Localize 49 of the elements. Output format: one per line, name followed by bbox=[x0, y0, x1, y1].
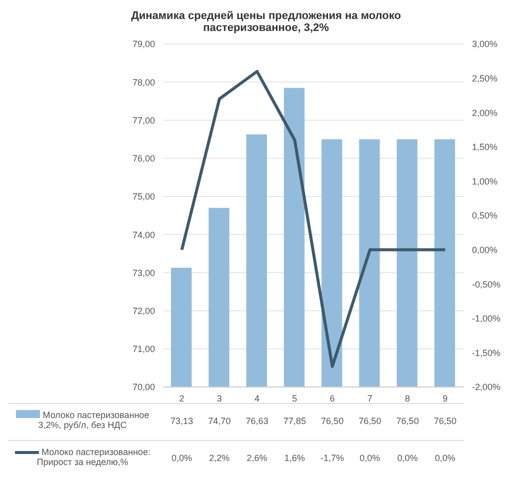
y2-tick-label: 1,50% bbox=[472, 142, 498, 152]
x-tick-label: 6 bbox=[330, 393, 335, 404]
data-label: 1,6% bbox=[284, 453, 305, 463]
x-tick-label: 5 bbox=[292, 393, 298, 404]
line-series bbox=[180, 70, 447, 368]
data-label: 76,50 bbox=[321, 416, 344, 426]
y2-tick-label: 0,00% bbox=[472, 244, 498, 255]
y2-tick-label: -2,00% bbox=[472, 382, 501, 392]
y-tick-label: 73,00 bbox=[132, 268, 155, 278]
y-tick-label: 79,00 bbox=[132, 39, 155, 50]
y2-tick-label: 1,00% bbox=[472, 176, 498, 186]
y2-tick-label: -1,50% bbox=[472, 348, 501, 358]
y-tick-label: 75,00 bbox=[132, 192, 155, 202]
data-label: 76,50 bbox=[396, 416, 419, 426]
data-label: 77,85 bbox=[283, 416, 306, 426]
data-label: 2,2% bbox=[209, 453, 230, 463]
data-label: 0,0% bbox=[172, 453, 192, 463]
legend-label: Молоко пастеризованное 3,2%, руб/л, без НДС bbox=[37, 410, 150, 430]
x-tick-label: 3 bbox=[216, 393, 222, 404]
data-label: 74,70 bbox=[208, 416, 231, 426]
data-label: 76,63 bbox=[246, 416, 268, 426]
data-label: 0,0% bbox=[360, 453, 380, 463]
x-tick-label: 2 bbox=[179, 393, 184, 404]
x-tick-label: 7 bbox=[367, 393, 372, 404]
data-label: 2,6% bbox=[246, 453, 268, 463]
x-tick-label: 4 bbox=[254, 393, 260, 404]
y-tick-label: 74,00 bbox=[132, 230, 155, 240]
y-tick-label: 78,00 bbox=[132, 77, 155, 88]
y-tick-label: 77,00 bbox=[132, 115, 155, 126]
y2-tick-label: 2,50% bbox=[472, 73, 498, 84]
data-label: 76,50 bbox=[358, 416, 382, 426]
y-tick-label: 72,00 bbox=[132, 306, 155, 316]
data-label: 76,50 bbox=[434, 416, 456, 426]
data-label: 0,0% bbox=[434, 453, 456, 463]
y2-tick-label: -0,50% bbox=[472, 279, 501, 290]
y2-tick-label: 0,50% bbox=[472, 210, 498, 221]
y-tick-label: 70,00 bbox=[132, 382, 155, 392]
x-tick-label: 9 bbox=[442, 393, 448, 404]
y2-tick-label: 2,00% bbox=[472, 108, 498, 118]
chart-title: Динамика средней цены предложения на молоко пастеризованное, 3,2% bbox=[130, 9, 402, 36]
data-label: 73,13 bbox=[170, 416, 194, 426]
x-tick-label: 8 bbox=[405, 393, 410, 404]
legend-label: Молоко пастеризованное: Прирост за неделю,% bbox=[36, 447, 152, 467]
data-label: -1,7% bbox=[320, 453, 344, 463]
y2-tick-label: 3,00% bbox=[472, 39, 498, 50]
data-label: 0,0% bbox=[397, 453, 418, 463]
y-tick-label: 76,00 bbox=[132, 154, 155, 164]
y2-tick-label: -1,00% bbox=[472, 314, 501, 324]
y-tick-label: 71,00 bbox=[132, 344, 155, 354]
